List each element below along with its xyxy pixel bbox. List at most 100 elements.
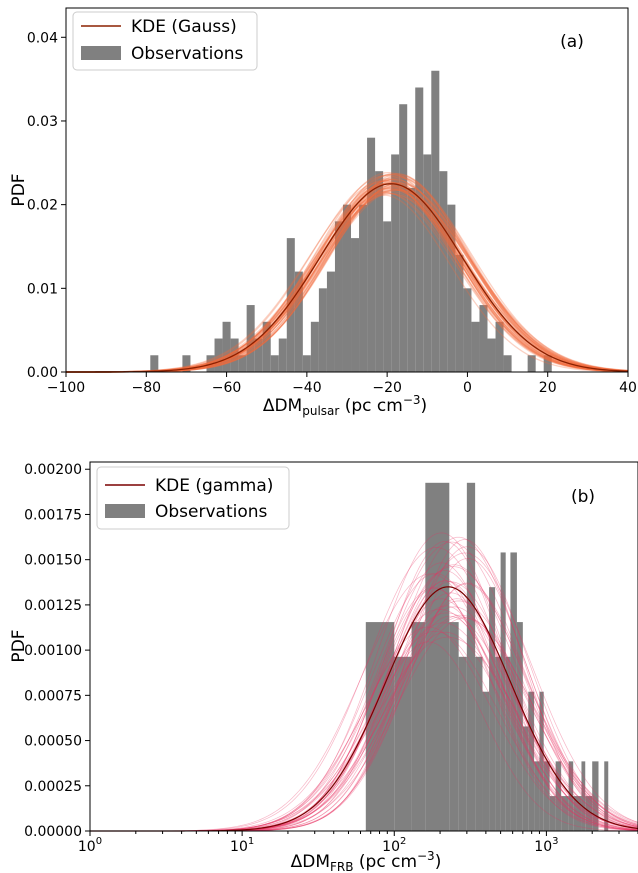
histogram-bar [425, 482, 450, 831]
histogram-bar [407, 187, 416, 372]
panel-b-histogram [365, 482, 609, 831]
y-tick-label: 0.00150 [24, 553, 82, 569]
bootstrap-kde-line [66, 174, 629, 373]
y-tick-label: 0.01 [27, 281, 58, 297]
x-tick-label: 100 [78, 836, 102, 855]
legend-observations-swatch [105, 504, 145, 518]
histogram-bar [555, 761, 562, 831]
legend-observations-label: Observations [155, 502, 268, 522]
histogram-bar [543, 761, 550, 831]
histogram-bar [302, 355, 311, 372]
histogram-bar [581, 761, 586, 831]
x-tick-label: 40 [619, 380, 637, 396]
histogram-bar [449, 622, 459, 831]
histogram-bar [458, 656, 467, 831]
histogram-bar [294, 271, 303, 372]
histogram-bar [399, 104, 408, 372]
histogram-bar [246, 305, 255, 372]
histogram-bar [505, 656, 511, 831]
histogram-bar [561, 796, 569, 831]
histogram-bar [214, 338, 223, 372]
histogram-bar [482, 691, 490, 831]
histogram-bar [351, 238, 360, 372]
histogram-bar [286, 238, 295, 372]
histogram-bar [270, 355, 279, 372]
histogram-bar [447, 204, 456, 372]
panel-a-histogram [150, 70, 552, 373]
histogram-bar [604, 761, 609, 831]
histogram-bar [359, 204, 368, 372]
histogram-bar [500, 552, 506, 831]
histogram-bar [592, 761, 599, 831]
x-tick-label: −60 [212, 380, 242, 396]
bootstrap-kde-line [90, 562, 638, 832]
histogram-bar [334, 221, 343, 372]
histogram-bar [503, 355, 512, 372]
histogram-bar [475, 656, 483, 831]
bootstrap-kde-line [66, 187, 629, 373]
panel-b-frame [89, 461, 638, 832]
histogram-bar [326, 271, 335, 372]
panel-b-x-axis: 100 101 102 103 [78, 831, 638, 855]
histogram-bar [528, 691, 535, 831]
histogram-bar [471, 321, 480, 372]
legend-observations-label: Observations [131, 44, 244, 64]
histogram-bar [150, 355, 159, 372]
histogram-bar [516, 622, 523, 831]
histogram-bar [318, 288, 327, 372]
x-tick-label: 20 [539, 380, 557, 396]
histogram-bar [367, 137, 376, 372]
y-tick-label: 0.00175 [24, 507, 82, 523]
histogram-bar [534, 761, 540, 831]
histogram-bar [394, 656, 412, 831]
panel-a-x-label: ΔDMpulsar (pc cm−3) [263, 393, 427, 418]
histogram-bar [254, 338, 263, 372]
histogram-bar [310, 321, 319, 372]
histogram-bar [487, 338, 496, 372]
panel-a-y-axis: 0.00 0.01 0.02 0.03 0.04 [27, 30, 66, 381]
y-tick-label: 0.03 [27, 114, 58, 130]
histogram-bar [573, 796, 582, 831]
histogram-bar [411, 622, 426, 831]
histogram-bar [489, 587, 496, 831]
histogram-bar [383, 221, 392, 372]
legend-kde-label: KDE (Gauss) [131, 17, 237, 37]
histogram-bar [439, 171, 448, 372]
histogram-bar [262, 321, 271, 372]
histogram-bar [238, 355, 247, 372]
x-tick-label: −20 [372, 380, 402, 396]
histogram-bar [495, 321, 504, 372]
y-tick-label: 0.00050 [24, 734, 82, 750]
histogram-bar [510, 552, 517, 831]
histogram-bar [549, 796, 556, 831]
histogram-bar [182, 355, 191, 372]
panel-b-y-label: PDF [9, 629, 29, 662]
histogram-bar [278, 338, 287, 372]
y-tick-label: 0.00075 [24, 688, 82, 704]
panel-a-frame [65, 7, 629, 373]
histogram-bar [342, 204, 352, 372]
x-tick-label: 0 [463, 380, 472, 396]
histogram-bar [455, 254, 464, 372]
panel-b: 100 101 102 103 0.00000 0.00025 0.00050 0.0007… [9, 461, 638, 873]
panel-b-y-axis: 0.00000 0.00025 0.00050 0.00075 0.00100 0.001… [24, 462, 90, 840]
panel-a-y-label: PDF [9, 173, 29, 206]
x-tick-label: −100 [47, 380, 85, 396]
histogram-bar [391, 154, 400, 372]
histogram-bar [423, 154, 432, 372]
x-tick-label: −80 [132, 380, 162, 396]
histogram-bar [431, 70, 440, 373]
y-tick-label: 0.00125 [24, 598, 82, 614]
panel-a-legend: KDE (Gauss) Observations [72, 11, 258, 71]
y-tick-label: 0.00000 [24, 824, 82, 840]
y-tick-label: 0.02 [27, 198, 58, 214]
x-tick-label: 103 [534, 836, 558, 855]
y-tick-label: 0.00200 [24, 462, 82, 478]
panel-a-kde-line [66, 183, 629, 373]
histogram-bar [375, 171, 384, 372]
y-tick-label: 0.04 [27, 30, 58, 46]
panel-a: −100 −80 −60 −40 −20 0 20 40 0.000.010.020.030.… [9, 7, 637, 418]
y-tick-label: 0.00100 [24, 643, 82, 659]
histogram-bar [365, 622, 395, 831]
x-tick-label: 101 [230, 836, 254, 855]
